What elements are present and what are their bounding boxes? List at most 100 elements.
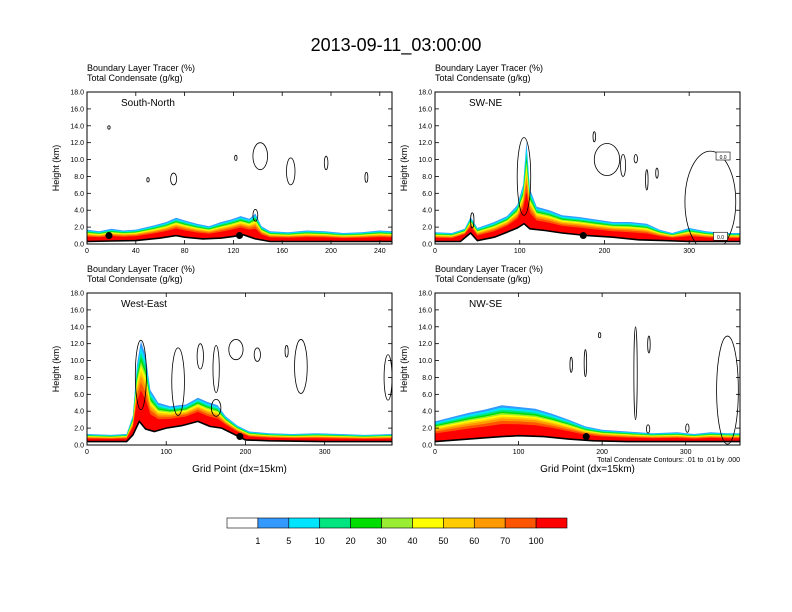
condensate-contour [716, 335, 739, 445]
terrain-fill [435, 223, 740, 244]
x-tick-label: 200 [240, 449, 252, 456]
y-axis-label: Height (km) [51, 346, 61, 393]
x-tick-label: 200 [599, 248, 611, 255]
panel-label: SW-NE [469, 98, 502, 109]
y-tick-label: 10.0 [70, 358, 84, 365]
condensate-contour [294, 339, 308, 394]
condensate-contour [253, 347, 261, 362]
chart-panel-4: Boundary Layer Tracer (%)Total Condensat… [399, 264, 741, 475]
colorbar-label: 40 [407, 536, 417, 546]
panel-label: South-North [121, 98, 175, 109]
x-axis-label: Grid Point (dx=15km) [192, 464, 287, 475]
colorbar-label: 100 [529, 536, 544, 546]
y-tick-label: 6.0 [422, 191, 432, 198]
y-tick-label: 8.0 [422, 174, 432, 181]
terrain-line [435, 434, 740, 443]
colorbar-swatch [381, 517, 413, 529]
y-tick-label: 18.0 [70, 291, 84, 298]
terrain-line [87, 419, 392, 443]
y-axis-label: Height (km) [51, 145, 61, 192]
x-tick-label: 100 [513, 449, 525, 456]
condensate-contour [645, 169, 649, 191]
y-tick-label: 14.0 [70, 123, 84, 130]
y-tick-label: 10.0 [70, 157, 84, 164]
y-tick-label: 4.0 [74, 208, 84, 215]
contour-label-box [713, 231, 728, 241]
y-axis-label: Height (km) [399, 145, 409, 192]
condensate-contour [633, 326, 638, 421]
y-tick-label: 4.0 [422, 208, 432, 215]
panel-label: NW-SE [469, 299, 502, 310]
x-tick-label: 0 [85, 449, 89, 456]
y-tick-label: 14.0 [418, 123, 432, 130]
y-tick-label: 12.0 [70, 341, 84, 348]
y-tick-label: 16.0 [418, 307, 432, 314]
y-tick-label: 14.0 [70, 324, 84, 331]
chart-panel-2: Boundary Layer Tracer (%)Total Condensat… [399, 63, 741, 255]
condensate-contour [210, 398, 222, 417]
colorbar-swatch [412, 517, 444, 529]
y-tick-label: 0.0 [74, 443, 84, 450]
x-tick-label: 80 [181, 248, 189, 255]
colorbar-label: 10 [315, 536, 325, 546]
variable-label-tracer: Boundary Layer Tracer (%) [435, 63, 543, 73]
y-tick-label: 8.0 [74, 174, 84, 181]
colorbar-swatch [350, 517, 382, 529]
plot-area: 0.0 0.0 [435, 131, 740, 244]
y-tick-label: 16.0 [70, 106, 84, 113]
y-tick-label: 2.0 [74, 225, 84, 232]
condensate-contour [171, 347, 185, 416]
x-tick-label: 0 [433, 449, 437, 456]
y-tick-label: 2.0 [422, 225, 432, 232]
colorbar-swatch [288, 517, 321, 529]
y-tick-label: 16.0 [418, 106, 432, 113]
condensate-contour [620, 154, 627, 177]
plot-area [87, 125, 392, 244]
contour-label: 0.0 [720, 155, 727, 161]
colorbar: 1 5 10 20 30 40 50 60 70 100 [226, 517, 568, 546]
plot-frame [86, 91, 393, 245]
condensate-contour [383, 354, 392, 401]
condensate-contour [196, 343, 204, 370]
y-axis-label: Height (km) [399, 346, 409, 393]
x-tick-label: 120 [228, 248, 240, 255]
y-tick-label: 6.0 [74, 191, 84, 198]
terrain-fill [87, 421, 392, 445]
condensate-contour [170, 172, 178, 186]
y-tick-label: 8.0 [422, 375, 432, 382]
y-tick-label: 18.0 [70, 90, 84, 97]
variable-label-tracer: Boundary Layer Tracer (%) [87, 63, 195, 73]
terrain-line [87, 233, 392, 243]
plot-frame [86, 292, 393, 446]
y-tick-label: 6.0 [74, 392, 84, 399]
condensate-contour [598, 332, 602, 339]
y-tick-label: 4.0 [74, 409, 84, 416]
variable-label-condensate: Total Condensate (g/kg) [435, 73, 531, 83]
condensate-contour [684, 150, 737, 244]
colorbar-swatch [535, 517, 568, 529]
location-marker [105, 232, 113, 240]
y-tick-label: 4.0 [422, 409, 432, 416]
variable-label-condensate: Total Condensate (g/kg) [87, 274, 183, 284]
y-tick-label: 10.0 [418, 358, 432, 365]
y-tick-label: 8.0 [74, 375, 84, 382]
condensate-contour [516, 137, 532, 216]
y-tick-label: 2.0 [422, 426, 432, 433]
plot-area [87, 339, 392, 445]
condensate-contour [633, 154, 638, 164]
colorbar-label: 20 [346, 536, 356, 546]
condensate-contour [252, 142, 268, 171]
x-tick-label: 300 [680, 449, 692, 456]
location-marker [582, 433, 590, 441]
condensate-contour [286, 157, 296, 186]
condensate-contour [364, 171, 369, 183]
condensate-contour [593, 143, 621, 176]
x-tick-label: 300 [683, 248, 695, 255]
colorbar-label: 50 [438, 536, 448, 546]
y-tick-label: 2.0 [74, 426, 84, 433]
variable-label-tracer: Boundary Layer Tracer (%) [87, 264, 195, 274]
condensate-contour [646, 424, 651, 434]
y-tick-label: 12.0 [418, 140, 432, 147]
chart-panel-1: Boundary Layer Tracer (%)Total Condensat… [51, 63, 393, 255]
